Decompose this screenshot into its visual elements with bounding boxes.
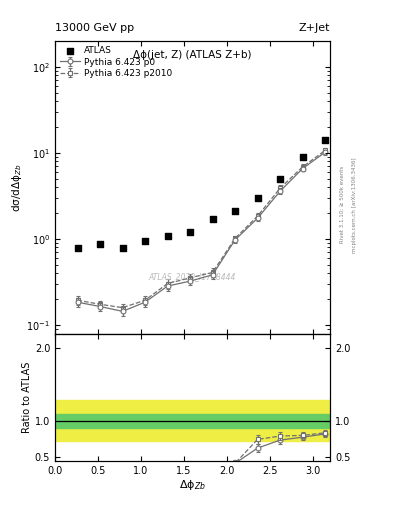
Text: Z+Jet: Z+Jet <box>299 23 330 33</box>
ATLAS <box>209 215 216 223</box>
Text: Δϕ(jet, Z) (ATLAS Z+b): Δϕ(jet, Z) (ATLAS Z+b) <box>133 50 252 60</box>
ATLAS <box>74 244 81 252</box>
Text: Rivet 3.1.10; ≥ 500k events: Rivet 3.1.10; ≥ 500k events <box>340 166 345 243</box>
Text: mcplots.cern.ch [arXiv:1306.3436]: mcplots.cern.ch [arXiv:1306.3436] <box>352 157 357 252</box>
ATLAS <box>119 244 126 252</box>
Text: ATLAS_2020_I1788444: ATLAS_2020_I1788444 <box>149 272 236 281</box>
ATLAS <box>142 237 148 245</box>
ATLAS <box>254 194 261 202</box>
ATLAS <box>97 240 103 248</box>
ATLAS <box>277 175 283 183</box>
X-axis label: Δϕ$_{Zb}$: Δϕ$_{Zb}$ <box>179 478 206 493</box>
Y-axis label: dσ/dΔϕ$_{Zb}$: dσ/dΔϕ$_{Zb}$ <box>9 163 24 211</box>
ATLAS <box>322 136 328 144</box>
ATLAS <box>187 228 193 237</box>
Y-axis label: Ratio to ATLAS: Ratio to ATLAS <box>22 361 32 433</box>
ATLAS <box>164 231 171 240</box>
Text: 13000 GeV pp: 13000 GeV pp <box>55 23 134 33</box>
Legend: ATLAS, Pythia 6.423 p0, Pythia 6.423 p2010: ATLAS, Pythia 6.423 p0, Pythia 6.423 p20… <box>59 45 174 80</box>
ATLAS <box>232 207 238 216</box>
ATLAS <box>299 153 306 161</box>
